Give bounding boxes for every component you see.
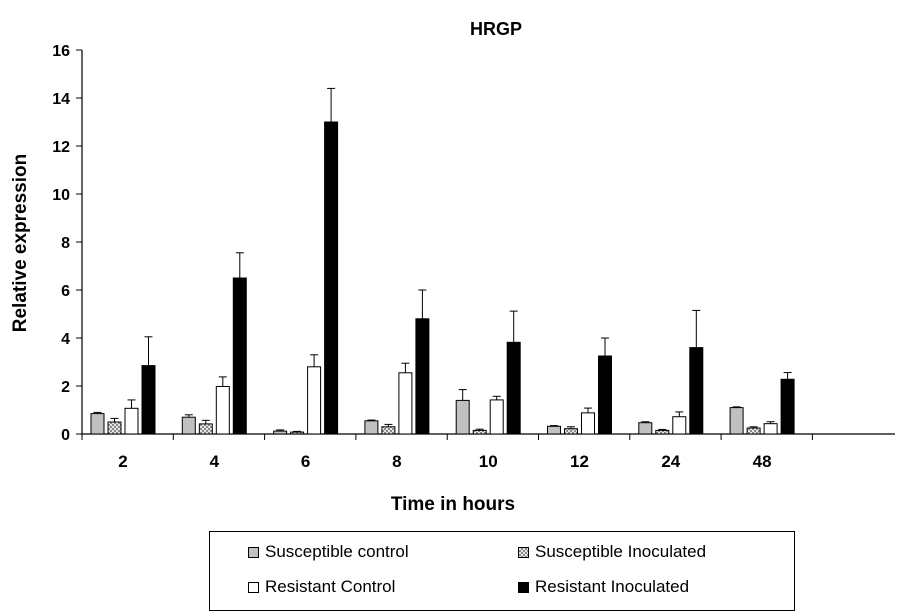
y-tick-label: 16 (52, 43, 70, 60)
x-axis-label: Time in hours (391, 494, 515, 515)
legend: Susceptible control Susceptible Inoculate… (209, 531, 795, 611)
bar (564, 428, 578, 435)
bar (581, 412, 595, 435)
y-tick-label: 14 (52, 91, 70, 108)
x-tick-label: 24 (661, 452, 680, 471)
legend-label: Susceptible Inoculated (535, 542, 707, 561)
bar (124, 407, 139, 435)
bar (780, 378, 795, 435)
chart-title: HRGP (470, 19, 522, 39)
bar (141, 365, 156, 435)
legend-item: Susceptible control (248, 542, 409, 562)
bar (638, 422, 653, 435)
bar (415, 318, 430, 435)
bar (290, 431, 305, 435)
bar (506, 341, 521, 435)
y-tick-label: 4 (61, 331, 70, 348)
y-tick-label: 6 (61, 283, 70, 300)
bar-chart: HRGP Relative expression Time in hours 0… (10, 19, 895, 515)
bar (763, 423, 778, 435)
bar (364, 420, 379, 435)
bar (689, 347, 704, 435)
x-tick-label: 48 (753, 452, 772, 471)
legend-swatch (248, 546, 259, 558)
bar (472, 429, 487, 435)
legend-item: Susceptible Inoculated (518, 542, 706, 562)
bar (198, 423, 213, 435)
legend-item: Resistant Control (248, 577, 395, 597)
x-tick-label: 12 (570, 452, 589, 471)
bar (273, 430, 288, 435)
bar (307, 366, 322, 435)
bar (107, 421, 122, 435)
bar (232, 277, 247, 435)
bar (729, 407, 744, 435)
x-tick-label: 4 (210, 452, 220, 471)
x-tick-label: 2 (118, 452, 127, 471)
x-tick-label: 10 (479, 452, 498, 471)
bar (489, 399, 504, 435)
y-axis-label: Relative expression (10, 154, 31, 332)
x-tick-label: 6 (301, 452, 310, 471)
y-tick-label: 0 (61, 427, 70, 444)
bar (746, 427, 761, 435)
x-tick-label: 8 (392, 452, 401, 471)
legend-swatch (248, 581, 259, 593)
y-tick-label: 12 (52, 139, 70, 156)
bar (398, 372, 413, 435)
bar (598, 355, 612, 435)
bar (381, 426, 396, 435)
bar (655, 429, 670, 435)
legend-label: Resistant Inoculated (535, 577, 690, 596)
bar (90, 413, 105, 435)
y-tick-label: 8 (61, 235, 70, 252)
bar (181, 416, 196, 435)
bar (672, 416, 687, 435)
y-tick-label: 2 (61, 379, 70, 396)
y-tick-label: 10 (52, 187, 70, 204)
legend-label: Susceptible control (265, 542, 409, 561)
bar (455, 399, 470, 435)
bar (547, 425, 561, 435)
legend-swatch (518, 546, 529, 558)
legend-label: Resistant Control (265, 577, 396, 596)
legend-swatch (518, 581, 529, 593)
bar (324, 121, 339, 435)
bar (215, 385, 230, 435)
legend-item: Resistant Inoculated (518, 577, 689, 597)
